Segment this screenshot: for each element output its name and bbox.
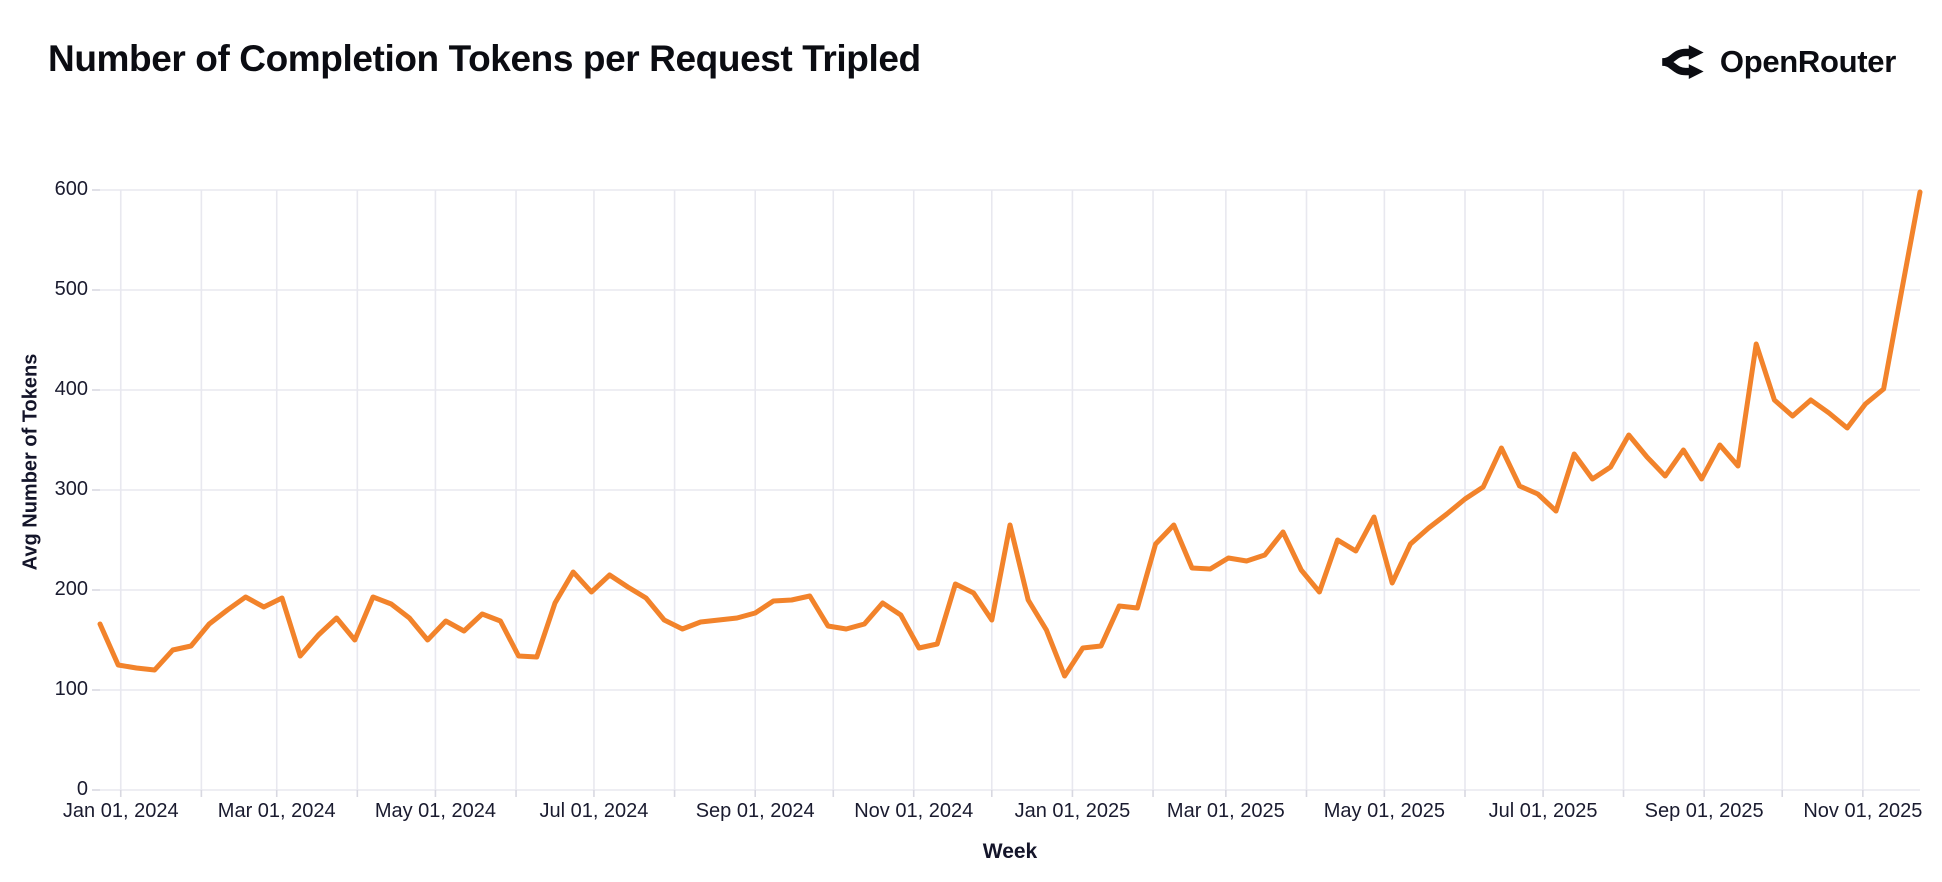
x-tick-label: Nov 01, 2025 [1803, 800, 1923, 822]
series-line [97, 189, 1923, 679]
x-tick-label: Nov 01, 2024 [854, 800, 974, 822]
x-tick-label: Jul 01, 2024 [539, 800, 649, 822]
x-tick-label: Mar 01, 2024 [217, 800, 336, 822]
x-tick-label: Jan 01, 2025 [1014, 800, 1131, 822]
y-tick-label: 0 [76, 778, 88, 800]
x-tick-label: May 01, 2025 [1323, 800, 1445, 822]
x-tick-label: Jan 01, 2024 [62, 800, 179, 822]
brand-name: OpenRouter [1719, 44, 1896, 79]
x-axis-title: Week [982, 840, 1038, 863]
x-tick-label: Sep 01, 2024 [695, 800, 815, 822]
x-tick-label: Sep 01, 2025 [1644, 800, 1764, 822]
page-title: Number of Completion Tokens per Request … [48, 38, 921, 79]
y-axis-title: Avg Number of Tokens [19, 353, 42, 571]
y-tick-label: 500 [54, 278, 88, 300]
y-tick-label: 200 [54, 578, 88, 600]
brand-logo: OpenRouter [1660, 44, 1896, 80]
y-tick-label: 400 [54, 378, 88, 400]
x-tick-label: May 01, 2024 [374, 800, 497, 822]
openrouter-logo-icon [1661, 45, 1704, 79]
x-tick-label: Jul 01, 2025 [1488, 800, 1598, 822]
y-tick-label: 100 [54, 678, 88, 700]
y-tick-label: 600 [54, 178, 88, 200]
y-tick-label: 300 [54, 478, 88, 500]
x-tick-label: Mar 01, 2025 [1166, 800, 1285, 822]
